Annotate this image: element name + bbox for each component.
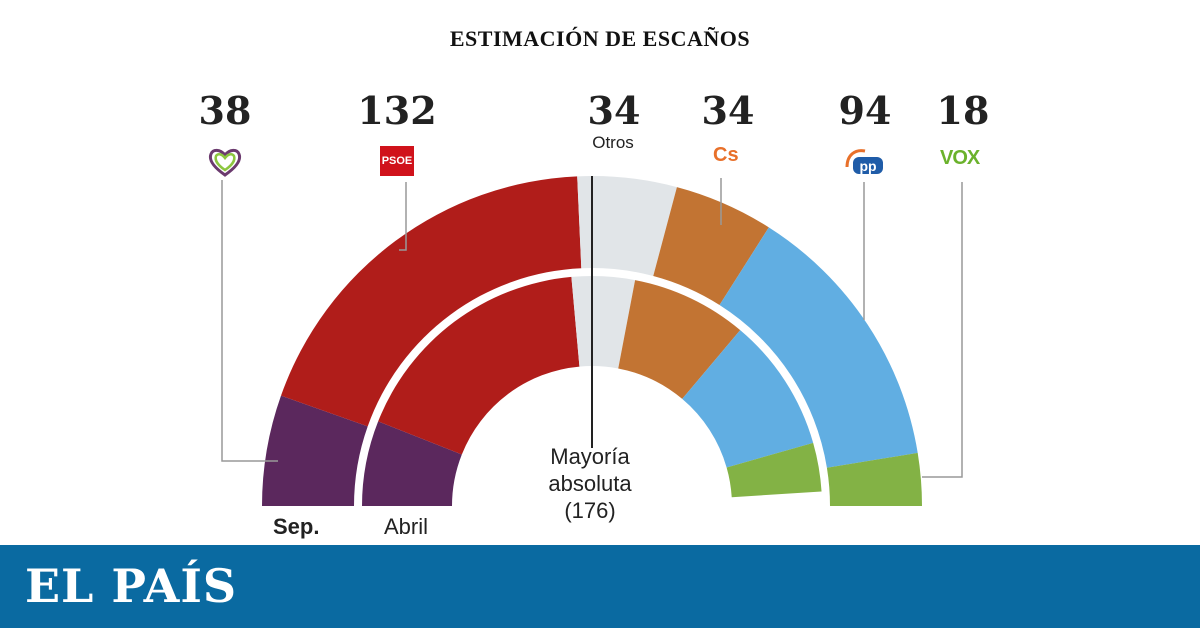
seat-arc-sep-pp [719, 227, 918, 468]
seat-arc-sep-unidas-podemos [262, 395, 368, 506]
seat-arc-abril-cs [618, 280, 741, 399]
seats-vox: 18 [936, 88, 990, 133]
seat-arc-sep-vox [826, 452, 922, 506]
seat-arc-sep-cs [653, 187, 769, 306]
pp-gull-icon: pp [845, 149, 883, 174]
seat-arc-abril-pp [682, 330, 814, 468]
seat-arc-abril-otros [571, 275, 636, 369]
psoe-logo: PSOE [380, 146, 414, 176]
leader-line-psoe [399, 182, 407, 251]
chart-title: ESTIMACIÓN DE ESCAÑOS [449, 26, 751, 51]
cs-logo: Cs [713, 144, 739, 166]
svg-text:pp: pp [859, 158, 876, 174]
majority-label: Mayoría absoluta (176) [480, 443, 700, 524]
outer-ring-label: Sep. [273, 514, 320, 539]
majority-label-line1: Mayoría [550, 444, 630, 469]
vox-logo: VOX [940, 147, 980, 169]
seat-arc-sep-otros [577, 176, 677, 277]
leader-line-podemos [221, 180, 278, 462]
seat-arc-abril-vox [726, 442, 822, 498]
seat-arc-abril-psoe [378, 276, 580, 455]
otros-label: Otros [592, 133, 634, 152]
footer-bar: EL PAÍS [0, 545, 1200, 628]
seat-arc-sep-psoe [281, 176, 582, 427]
seats-podemos: 38 [198, 88, 252, 133]
seats-psoe: 132 [357, 88, 437, 133]
podemos-heart-icon [208, 148, 242, 177]
seats-cs: 34 [701, 88, 755, 133]
majority-label-line2: absoluta [548, 471, 632, 496]
seats-otros: 34 [587, 88, 641, 133]
majority-label-line3: (176) [564, 498, 616, 523]
seats-pp: 94 [838, 88, 892, 133]
inner-ring-label: Abril [384, 514, 429, 539]
brand-logo: EL PAÍS [25, 559, 238, 613]
seat-arc-abril-unidas-podemos [362, 421, 462, 506]
leader-line-vox [922, 182, 963, 478]
